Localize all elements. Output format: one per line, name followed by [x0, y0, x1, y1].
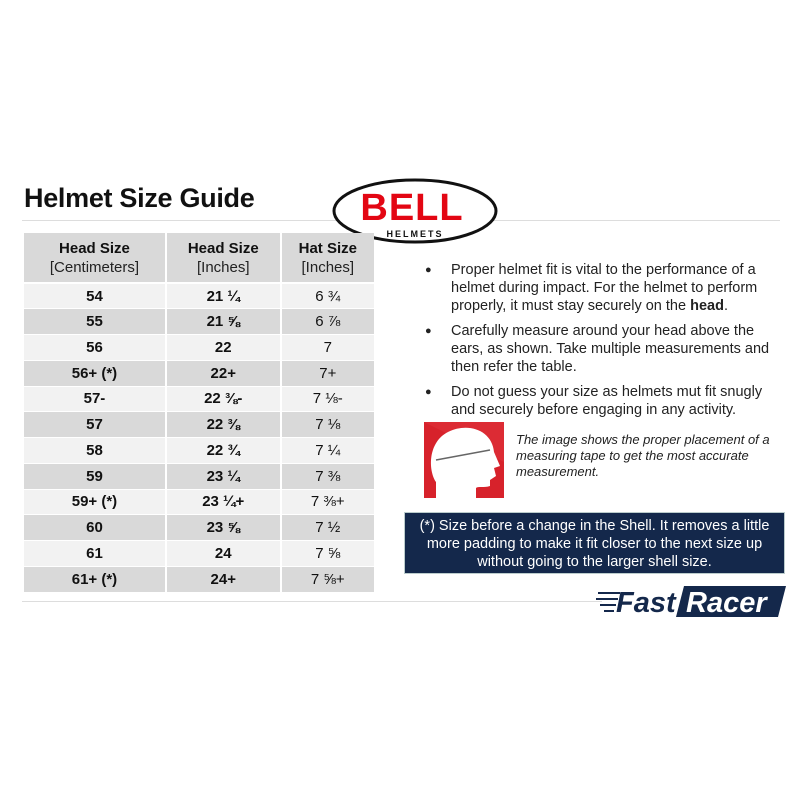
svg-text:Racer: Racer	[686, 587, 768, 619]
column-header: Head Size [Centimeters]	[24, 233, 167, 284]
header-unit: [Inches]	[301, 258, 355, 276]
fit-instructions: Proper helmet fit is vital to the perfor…	[425, 261, 775, 426]
head-measurement-icon	[424, 422, 504, 498]
table-cell: 7 ⅜+	[280, 489, 374, 516]
table-cell: 59+ (*)	[24, 489, 167, 516]
table-cell: 6 ¾	[280, 283, 374, 310]
table-cell: 57	[24, 411, 167, 438]
table-row: 61 24 7 ⅝	[24, 540, 374, 567]
table-cell: 21 ⅝	[165, 308, 282, 335]
table-row: 57- 22 ⅜- 7 ⅛-	[24, 386, 374, 413]
column-header: Head Size [Inches]	[165, 233, 282, 284]
table-cell: 22 ⅜-	[165, 386, 282, 413]
table-cell: 7 ¼	[280, 437, 374, 464]
table-row: 59+ (*) 23 ¼+ 7 ⅜+	[24, 489, 374, 516]
table-cell: 7 ½	[280, 514, 374, 541]
table-cell: 57-	[24, 386, 167, 413]
table-cell: 23 ⅝	[165, 514, 282, 541]
bullet-item: Do not guess your size as helmets mut fi…	[425, 383, 775, 419]
table-cell: 7 ⅛-	[280, 386, 374, 413]
table-cell: 58	[24, 437, 167, 464]
image-caption: The image shows the proper placement of …	[516, 432, 770, 479]
table-cell: 54	[24, 283, 167, 310]
table-cell: 22 ⅜	[165, 411, 282, 438]
table-cell: 24+	[165, 566, 282, 593]
divider	[22, 601, 602, 602]
header-title: Hat Size	[298, 239, 357, 257]
svg-text:HELMETS: HELMETS	[386, 229, 443, 239]
header-unit: [Inches]	[196, 258, 250, 276]
table-cell: 61+ (*)	[24, 566, 167, 593]
table-row: 61+ (*) 24+ 7 ⅝+	[24, 566, 374, 593]
shell-size-note: (*) Size before a change in the Shell. I…	[404, 512, 785, 574]
column-header: Hat Size [Inches]	[280, 233, 374, 284]
table-cell: 56	[24, 334, 167, 361]
table-cell: 60	[24, 514, 167, 541]
header-title: Head Size	[187, 239, 259, 257]
table-cell: 23 ¼+	[165, 489, 282, 516]
svg-text:BELL: BELL	[360, 187, 463, 229]
table-cell: 24	[165, 540, 282, 567]
table-cell: 6 ⅞	[280, 308, 374, 335]
table-cell: 23 ¼	[165, 463, 282, 490]
table-cell: 55	[24, 308, 167, 335]
table-row: 56 22 7	[24, 334, 374, 361]
table-cell: 22	[165, 334, 282, 361]
table-cell: 61	[24, 540, 167, 567]
table-cell: 22+	[165, 360, 282, 387]
bullet-item: Carefully measure around your head above…	[425, 322, 775, 376]
size-table: Head Size [Centimeters] Head Size [Inches] H…	[24, 233, 374, 593]
page-title: Helmet Size Guide	[24, 183, 255, 213]
fastracer-logo: Fast Racer	[596, 586, 786, 619]
table-cell: 7 ⅛	[280, 411, 374, 438]
table-cell: 21 ¼	[165, 283, 282, 310]
svg-text:Fast: Fast	[616, 587, 677, 619]
table-cell: 7+	[280, 360, 374, 387]
header-unit: [Centimeters]	[49, 258, 140, 276]
header-title: Head Size	[59, 239, 130, 257]
table-cell: 56+ (*)	[24, 360, 167, 387]
table-cell: 59	[24, 463, 167, 490]
table-cell: 7	[280, 334, 374, 361]
table-cell: 7 ⅝	[280, 540, 374, 567]
table-cell: 7 ⅝+	[280, 566, 374, 593]
bullet-item: Proper helmet fit is vital to the perfor…	[425, 261, 775, 315]
bell-helmets-logo: BELL HELMETS	[332, 178, 498, 244]
table-row: 56+ (*) 22+ 7+	[24, 360, 374, 387]
table-cell: 7 ⅜	[280, 463, 374, 490]
table-cell: 22 ¾	[165, 437, 282, 464]
